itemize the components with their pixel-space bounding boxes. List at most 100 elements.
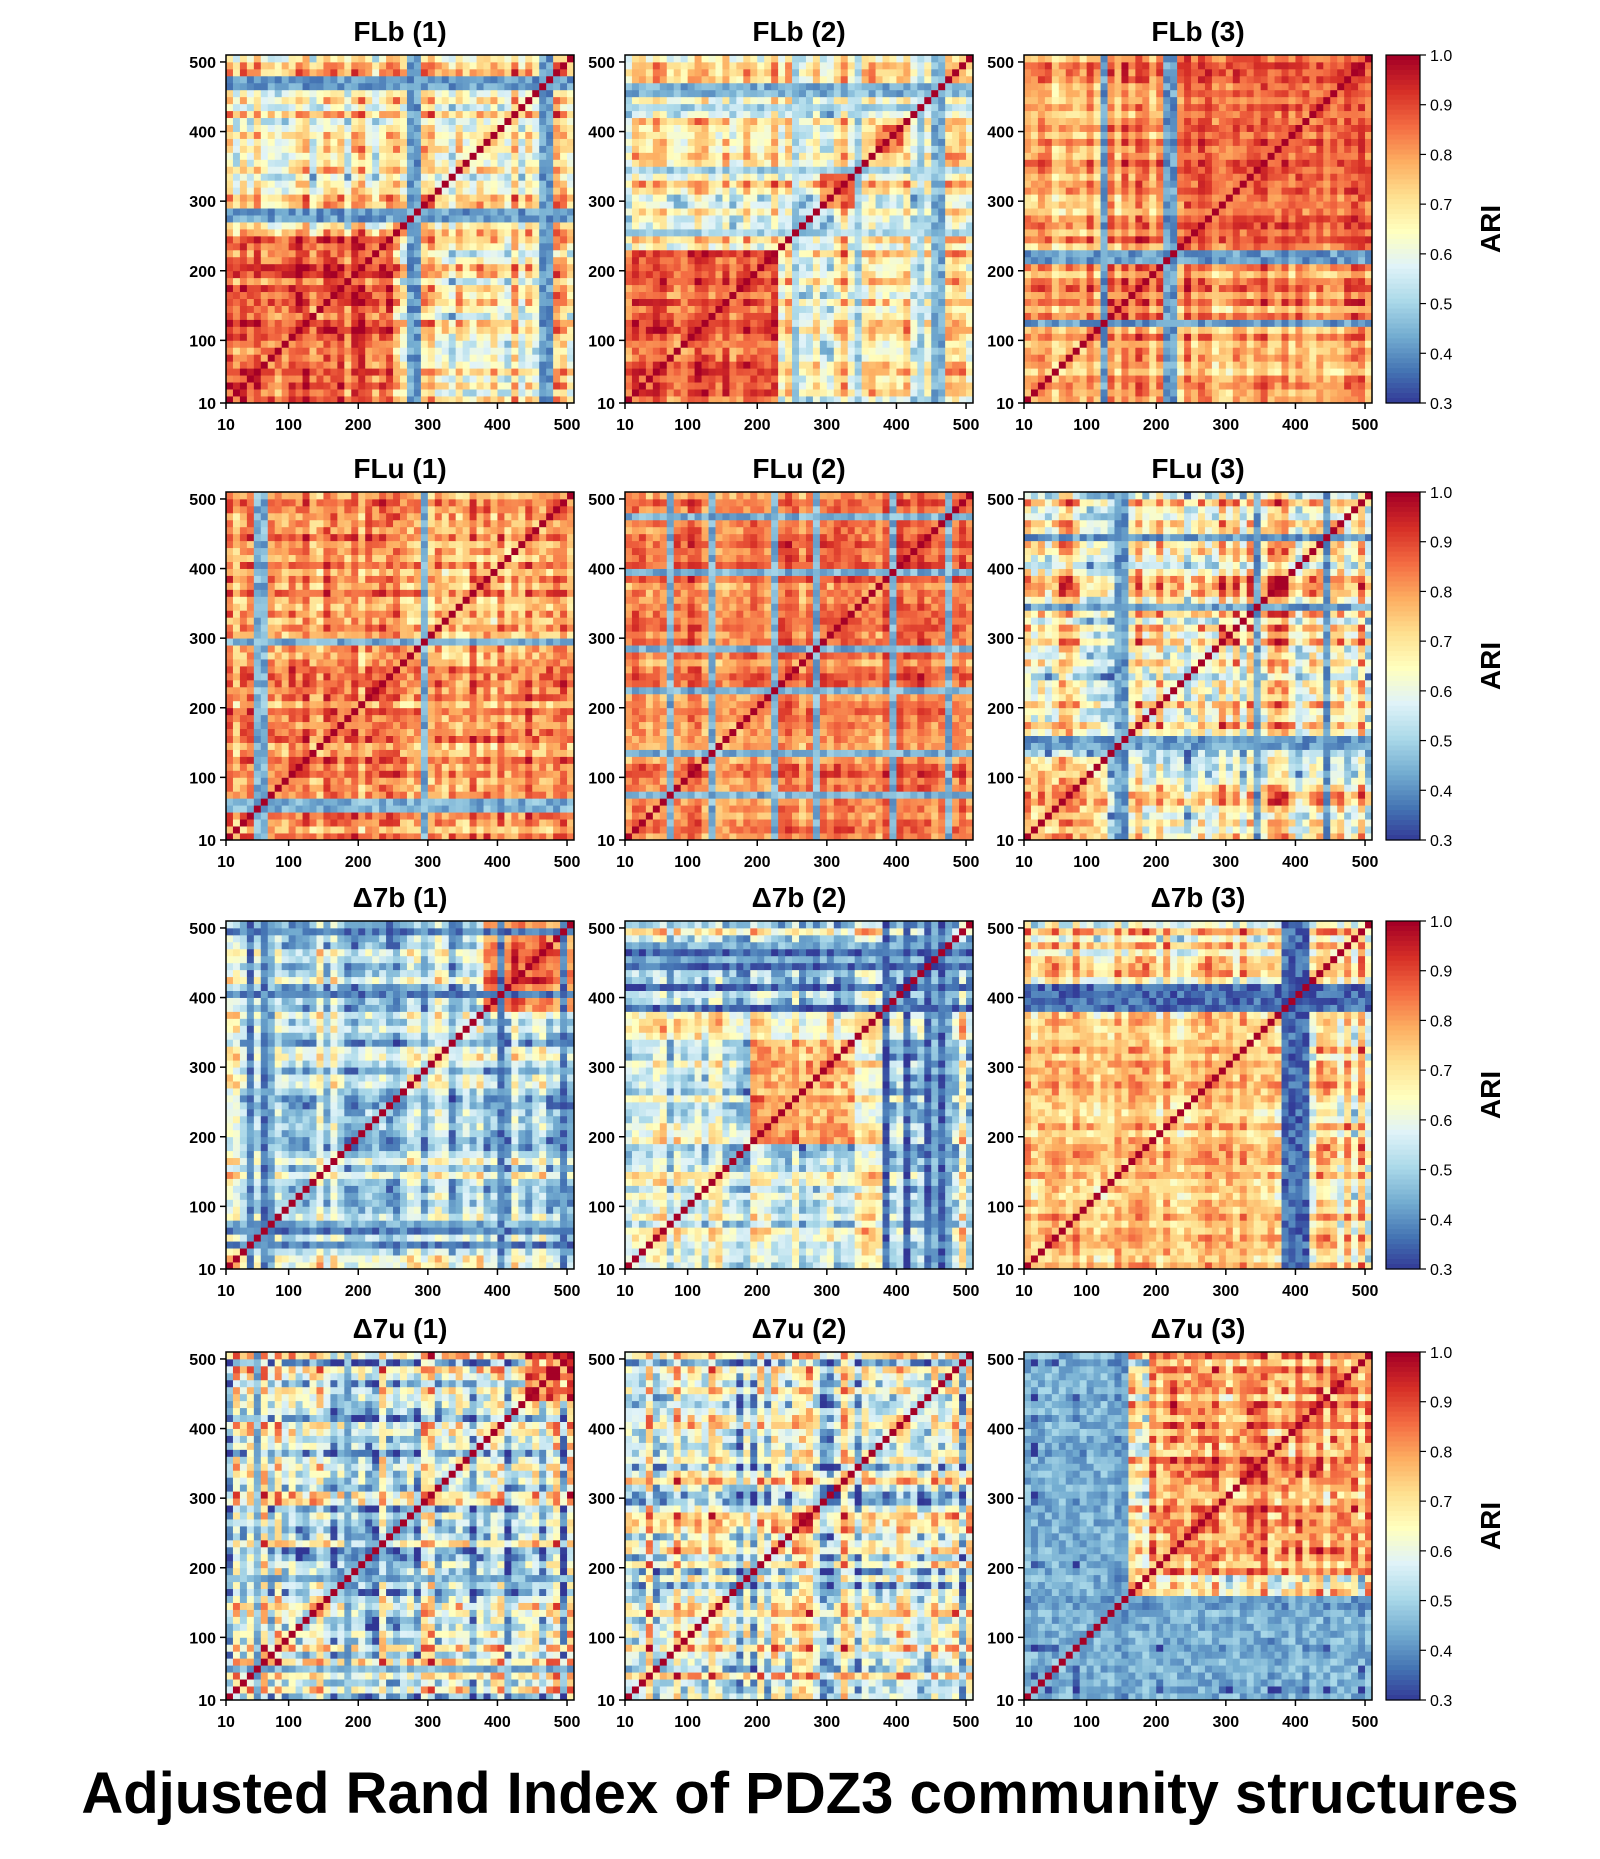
heatmap-cell — [469, 117, 477, 125]
heatmap-cell — [966, 382, 974, 390]
heatmap-cell — [694, 215, 702, 223]
heatmap-cell — [497, 312, 505, 320]
heatmap-cell — [504, 319, 512, 327]
heatmap-cell — [483, 117, 491, 125]
heatmap-cell — [805, 340, 814, 348]
heatmap-cell — [337, 68, 345, 77]
heatmap-cell — [750, 131, 758, 139]
heatmap-cell — [490, 103, 498, 112]
heatmap-cell — [560, 215, 568, 223]
heatmap-cell — [511, 124, 519, 132]
heatmap-cell — [673, 235, 682, 244]
heatmap-cell — [652, 82, 661, 91]
heatmap-cell — [771, 354, 779, 362]
heatmap-cell — [694, 124, 702, 132]
heatmap-cell — [525, 229, 533, 237]
heatmap-cell — [896, 242, 904, 251]
heatmap-cell — [226, 270, 234, 279]
heatmap-cell — [799, 347, 807, 355]
heatmap-cell — [267, 284, 276, 293]
heatmap-cell — [302, 82, 310, 91]
heatmap-cell — [309, 194, 317, 202]
heatmap-cell — [792, 326, 800, 334]
heatmap-cell — [729, 131, 737, 139]
heatmap-cell — [288, 187, 296, 195]
heatmap-cell — [525, 124, 533, 132]
heatmap-cell — [413, 382, 422, 390]
heatmap-cell — [469, 347, 477, 355]
heatmap-cell — [567, 333, 575, 341]
heatmap-cell — [386, 389, 394, 397]
heatmap-cell — [379, 145, 387, 153]
heatmap-cell — [631, 368, 640, 376]
heatmap-cell — [708, 354, 716, 362]
heatmap-cell — [469, 263, 477, 272]
heatmap-cell — [840, 284, 849, 293]
heatmap-cell — [966, 298, 974, 306]
heatmap-cell — [532, 96, 540, 105]
heatmap-cell — [525, 249, 533, 258]
heatmap-cell — [959, 277, 967, 286]
heatmap-cell — [778, 201, 786, 209]
heatmap-cell — [764, 68, 772, 77]
heatmap-cell — [504, 249, 512, 258]
heatmap-cell — [917, 82, 925, 91]
heatmap-cell — [840, 277, 849, 286]
heatmap-cell — [441, 61, 450, 70]
heatmap-cell — [462, 208, 470, 216]
heatmap-cell — [490, 242, 498, 251]
heatmap-cell — [525, 333, 533, 341]
heatmap-cell — [253, 270, 262, 279]
heatmap-cell — [673, 159, 682, 167]
heatmap-cell — [826, 61, 835, 70]
heatmap-cell — [708, 256, 716, 265]
heatmap-cell — [497, 229, 505, 237]
heatmap-cell — [750, 333, 758, 341]
heatmap-cell — [736, 124, 744, 132]
heatmap-cell — [288, 124, 296, 132]
heatmap-cell — [274, 180, 283, 188]
heatmap-cell — [288, 96, 296, 105]
heatmap-cell — [659, 55, 668, 63]
heatmap-cell — [337, 312, 345, 320]
heatmap-cell — [757, 277, 765, 286]
heatmap-cell — [553, 152, 561, 160]
heatmap-cell — [826, 340, 835, 348]
heatmap-cell — [659, 319, 668, 327]
heatmap-cell — [826, 277, 835, 286]
heatmap-cell — [625, 375, 633, 383]
heatmap-cell — [785, 201, 793, 209]
heatmap-cell — [694, 291, 702, 299]
heatmap-cell — [966, 131, 974, 139]
heatmap-cell — [889, 340, 897, 348]
heatmap-cell — [715, 277, 723, 286]
heatmap-cell — [539, 194, 547, 202]
heatmap-cell — [539, 201, 547, 209]
heatmap-cell — [226, 166, 234, 174]
heatmap-cell — [532, 215, 540, 223]
heatmap-cell — [694, 229, 702, 237]
heatmap-cell — [910, 284, 918, 293]
heatmap-cell — [358, 361, 366, 369]
heatmap-cell — [393, 187, 401, 195]
heatmap-cell — [358, 222, 366, 230]
heatmap-cell — [372, 194, 380, 202]
heatmap-cell — [413, 75, 422, 84]
heatmap-cell — [288, 180, 296, 188]
heatmap-cell — [246, 291, 255, 299]
heatmap-cell — [792, 75, 800, 84]
heatmap-cell — [757, 103, 765, 112]
heatmap-cell — [246, 396, 255, 404]
heatmap-cell — [560, 354, 568, 362]
heatmap-cell — [511, 103, 519, 112]
heatmap-cell — [875, 270, 883, 279]
heatmap-cell — [323, 396, 331, 404]
heatmap-cell — [652, 96, 661, 105]
heatmap-cell — [652, 103, 661, 112]
heatmap-cell — [553, 298, 561, 306]
heatmap-cell — [701, 229, 709, 237]
heatmap-cell — [365, 361, 373, 369]
heatmap-cell — [246, 340, 255, 348]
heatmap-panel: FLb (2)10 100 200 300 400 5001010020030040050… — [588, 16, 979, 434]
heatmap-cell — [372, 173, 380, 181]
